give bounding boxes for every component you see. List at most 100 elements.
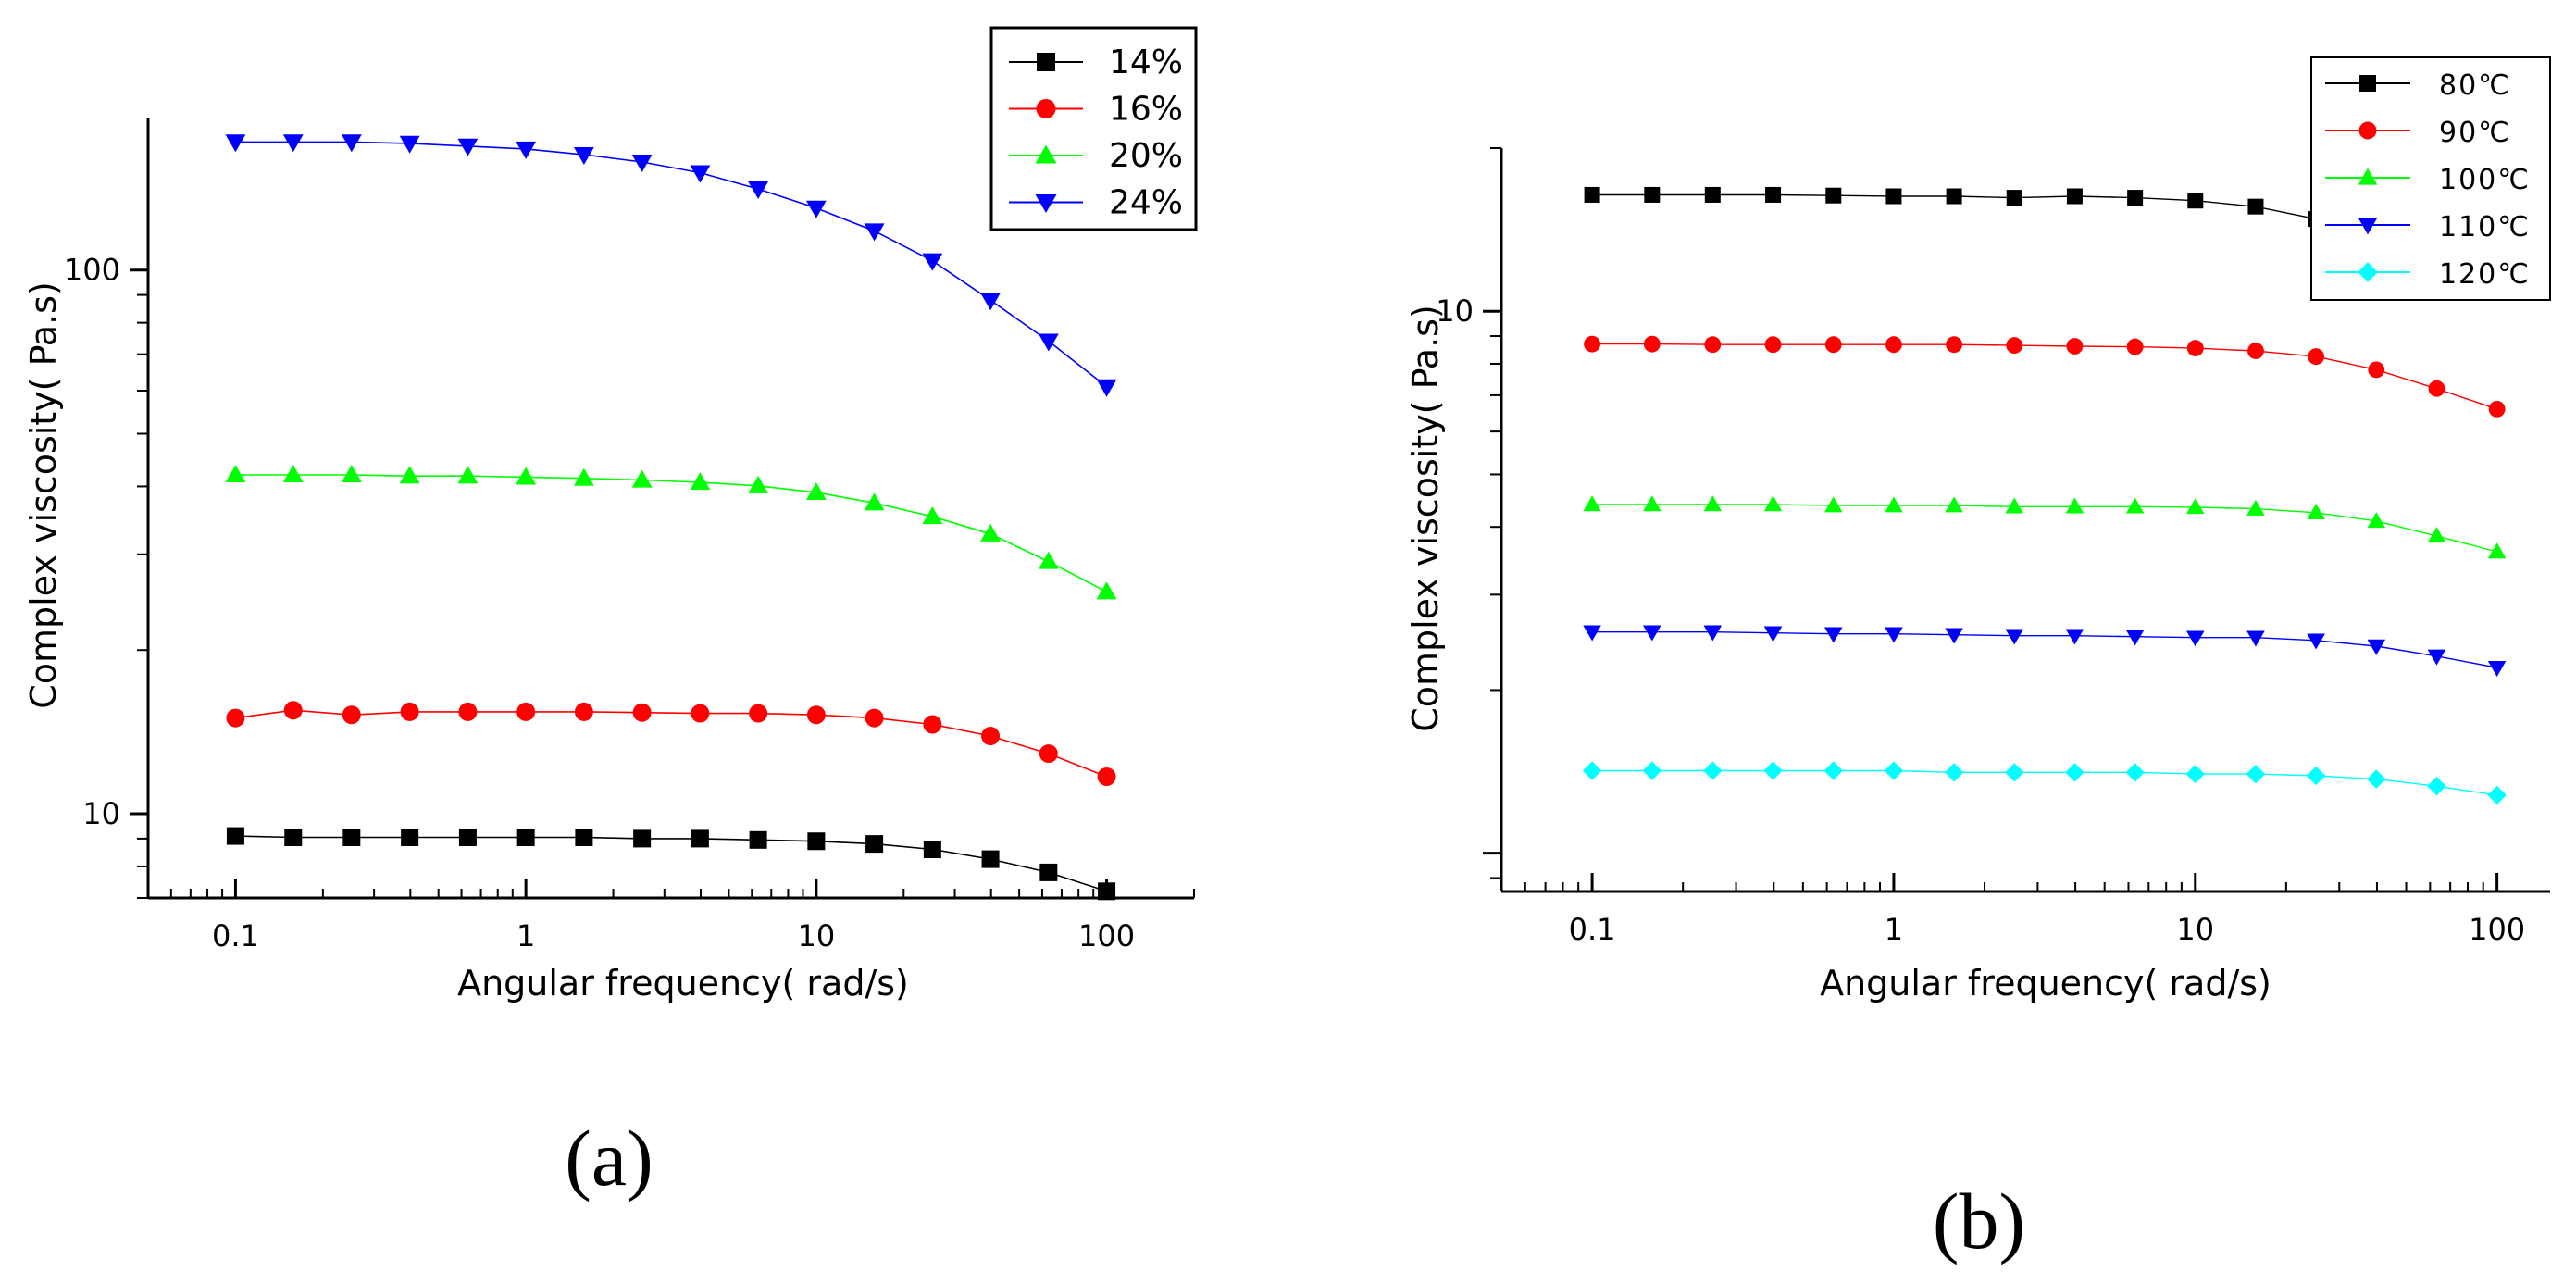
chart-b-data-point: [1823, 627, 1843, 643]
chart-b-legend-marker: [2359, 75, 2376, 92]
chart-panel-a: 0.1 1 10 100 10 100 Angular frequency( rad/s)…: [23, 26, 1198, 1203]
chart-a-data-point: [690, 165, 711, 183]
chart-a-data-point: [516, 828, 535, 846]
chart-a-x-tick-label: 10: [797, 918, 835, 954]
chart-a-data-point: [399, 466, 420, 484]
chart-b-data-point: [2307, 633, 2325, 650]
chart-b-data-point: [1764, 336, 1782, 354]
chart-a-data-point: [923, 840, 941, 858]
chart-b-legend-entry: 120℃: [2325, 258, 2531, 291]
chart-a-legend-marker: [1037, 53, 1055, 71]
chart-a-series-0: [226, 827, 1116, 901]
chart-a-data-point: [691, 704, 710, 723]
chart-a-data-point: [632, 703, 652, 722]
chart-a-y-tick-label: 10: [82, 796, 120, 831]
chart-a-data-point: [1096, 581, 1117, 600]
chart-a-data-point: [865, 708, 884, 728]
chart-b-data-point: [1765, 186, 1782, 203]
chart-b-data-point: [2125, 497, 2145, 514]
chart-b-x-tick-label: 1: [1885, 912, 1903, 947]
chart-a-data-point: [458, 828, 477, 846]
chart-a-x-tick-label: 100: [1078, 918, 1135, 954]
chart-b-data-point: [2005, 497, 2024, 514]
chart-a-data-point: [457, 138, 479, 156]
chart-a-data-point: [282, 134, 304, 153]
chart-a-legend-entries: 14% 16% 20% 24%: [1009, 44, 1183, 222]
chart-a-series-line: [235, 835, 1107, 892]
chart-b-data-point: [1643, 625, 1661, 642]
chart-b-data-point: [2247, 343, 2264, 359]
chart-b-data-point: [2427, 649, 2446, 666]
chart-b-data-point: [1704, 186, 1721, 203]
chart-b-data-point: [1825, 187, 1842, 204]
chart-b-data-point: [2368, 361, 2385, 379]
chart-b-legend-entry: 80℃: [2325, 69, 2509, 102]
chart-b-legend-entry: 110℃: [2325, 211, 2529, 243]
chart-b-series-line: [1592, 631, 2497, 668]
chart-b-data-point: [2006, 337, 2023, 355]
chart-a-data-point: [1098, 882, 1116, 901]
chart-a-ylabel: Complex viscosity( Pa.s): [23, 281, 64, 709]
chart-a-data-point: [342, 828, 361, 846]
chart-a-data-point: [282, 465, 304, 483]
chart-b-data-point: [1703, 761, 1723, 780]
chart-b-data-point: [2428, 380, 2445, 397]
chart-b-data-point: [1946, 188, 1962, 205]
chart-a-data-point: [400, 702, 419, 721]
chart-a-data-point: [458, 702, 478, 721]
chart-a-data-point: [1096, 379, 1117, 397]
chart-b-data-point: [2066, 338, 2084, 355]
chart-a-legend-label: 14%: [1109, 44, 1183, 81]
chart-b-data-point: [2246, 764, 2266, 784]
chart-a-ticks: 0.1 1 10 100 10 100: [64, 253, 1195, 954]
chart-b-data-point: [2487, 785, 2507, 805]
chart-a-data-point: [981, 850, 1000, 868]
chart-b-x-tick-label: 10: [2176, 912, 2214, 947]
chart-a-data-point: [923, 715, 942, 734]
chart-b-data-point: [1885, 336, 1902, 354]
chart-b-legend-entry: 100℃: [2325, 164, 2529, 196]
chart-b-ylabel: Complex viscosity( Pa.s): [1405, 305, 1446, 732]
chart-b-data-point: [2186, 498, 2205, 515]
chart-a-data-point: [516, 467, 537, 485]
chart-a-series-1: [226, 701, 1116, 786]
chart-a-data-point: [865, 835, 884, 854]
chart-a-data-point: [749, 830, 767, 849]
chart-a-legend-label: 20%: [1109, 137, 1183, 175]
chart-b-data-point: [2427, 776, 2446, 796]
chart-a-data-point: [690, 472, 711, 491]
chart-a-data-point: [575, 828, 593, 846]
chart-a-data-point: [401, 828, 419, 846]
chart-b-legend-label: 120℃: [2439, 258, 2531, 291]
chart-a-data-point: [1038, 551, 1059, 569]
chart-a-data-point: [805, 200, 827, 218]
chart-a-data-point: [226, 827, 244, 845]
chart-b-data-point: [1824, 336, 1842, 354]
chart-b-data-point: [2186, 340, 2204, 356]
chart-a-legend-entry: 14%: [1009, 44, 1183, 81]
chart-a-data-point: [864, 492, 885, 511]
chart-b-axes: [1500, 148, 2550, 893]
chart-a-data-point: [573, 467, 594, 486]
chart-a-series: [225, 134, 1117, 901]
chart-b-legend-marker: [2358, 262, 2378, 282]
chart-a-data-point: [631, 469, 653, 488]
chart-b-x-tick-label: 0.1: [1569, 912, 1616, 947]
chart-a-data-point: [573, 147, 594, 166]
chart-a-legend-entry: 20%: [1009, 137, 1183, 175]
chart-b-data-point: [2306, 766, 2326, 786]
chart-a-data-point: [807, 832, 826, 851]
chart-a-legend-entry: 16%: [1009, 91, 1183, 129]
chart-a-legend-marker: [1036, 99, 1056, 118]
chart-b-legend-marker: [2358, 218, 2378, 235]
chart-b-legend-label: 90℃: [2439, 117, 2511, 149]
chart-b-series-4: [1582, 761, 2507, 805]
chart-a-data-point: [1039, 863, 1058, 881]
chart-a-data-point: [922, 506, 943, 525]
chart-b-series-line: [1592, 343, 2497, 410]
chart-a-data-point: [341, 134, 362, 153]
chart-b-data-point: [1763, 626, 1783, 642]
chart-b-data-point: [1945, 496, 1963, 513]
chart-a-legend-entry: 24%: [1009, 184, 1183, 222]
